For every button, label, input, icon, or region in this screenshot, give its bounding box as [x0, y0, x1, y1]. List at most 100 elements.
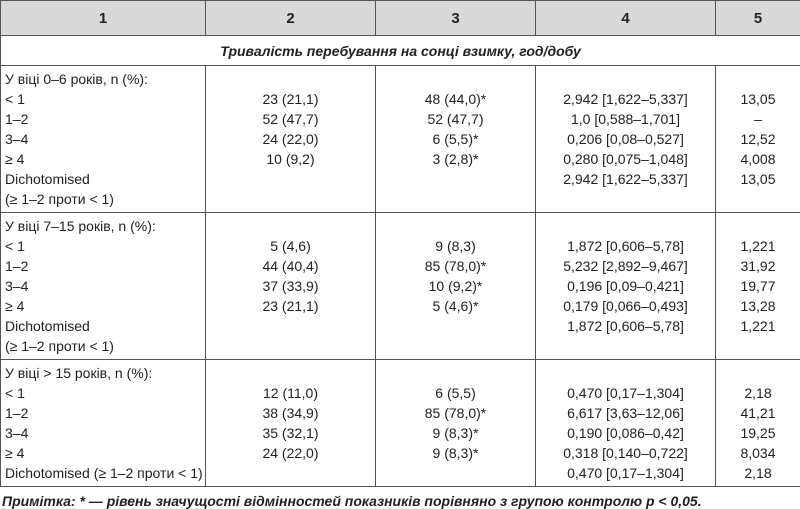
cell-value: 1,0 [0,588–1,701]	[540, 109, 711, 129]
row-label: < 1	[5, 236, 201, 256]
row-label: 3–4	[5, 276, 201, 296]
header-cell: 1	[1, 1, 206, 36]
row-label: Dichotomised (≥ 1–2 проти < 1)	[5, 463, 201, 483]
row-label: 3–4	[5, 129, 201, 149]
blank-line	[210, 316, 371, 336]
cell-value: 5 (4,6)*	[380, 296, 531, 316]
cell-value: 10 (9,2)*	[380, 276, 531, 296]
row-label: ≥ 4	[5, 296, 201, 316]
cell-value: 3 (2,8)*	[380, 149, 531, 169]
blank-line	[720, 216, 796, 236]
cell-value: 24 (22,0)	[210, 129, 371, 149]
cell-value: 4,008	[720, 149, 796, 169]
cell-value: 19,25	[720, 423, 796, 443]
group-title: У віці 7–15 років, n (%):	[5, 216, 201, 236]
blank-line	[540, 69, 711, 89]
cell-value: 6,617 [3,63–12,06]	[540, 403, 711, 423]
blank-line	[380, 336, 531, 356]
cell-value: 1,872 [0,606–5,78]	[540, 236, 711, 256]
cell-value: –	[720, 109, 796, 129]
cell-value: 0,470 [0,17–1,304]	[540, 383, 711, 403]
cell-value: 35 (32,1)	[210, 423, 371, 443]
cell-value: 0,206 [0,08–0,527]	[540, 129, 711, 149]
blank-line	[380, 363, 531, 383]
blank-line	[210, 336, 371, 356]
row-label: Dichotomised	[5, 316, 201, 336]
cell-value: 2,18	[720, 463, 796, 483]
section-row: Тривалість перебування на сонці взимку, …	[1, 36, 800, 66]
cell-value: 85 (78,0)*	[380, 403, 531, 423]
cell-value: 13,05	[720, 169, 796, 189]
cell-value: 12 (11,0)	[210, 383, 371, 403]
cell-value: 1,221	[720, 316, 796, 336]
blank-line	[210, 463, 371, 483]
blank-line	[720, 363, 796, 383]
value-cell: 23 (21,1)52 (47,7)24 (22,0)10 (9,2)	[206, 66, 376, 213]
cell-value: 19,77	[720, 276, 796, 296]
footnote: Примітка: * — рівень значущості відмінно…	[0, 487, 800, 509]
cell-value: 0,470 [0,17–1,304]	[540, 463, 711, 483]
row-label: (≥ 1–2 проти < 1)	[5, 189, 201, 209]
cell-value: 5 (4,6)	[210, 236, 371, 256]
cell-value: 38 (34,9)	[210, 403, 371, 423]
group-title: У віці 0–6 років, n (%):	[5, 69, 201, 89]
value-cell: 9 (8,3)85 (78,0)*10 (9,2)*5 (4,6)*	[376, 213, 536, 360]
cell-value: 13,05	[720, 89, 796, 109]
value-cell: 5 (4,6)44 (40,4)37 (33,9)23 (21,1)	[206, 213, 376, 360]
cell-value: 0,318 [0,140–0,722]	[540, 443, 711, 463]
value-cell: 2,942 [1,622–5,337]1,0 [0,588–1,701]0,20…	[536, 66, 716, 213]
cell-value: 0,196 [0,09–0,421]	[540, 276, 711, 296]
blank-line	[210, 189, 371, 209]
cell-value: 8,034	[720, 443, 796, 463]
cell-value: 1,872 [0,606–5,78]	[540, 316, 711, 336]
row-label: ≥ 4	[5, 149, 201, 169]
row-label: < 1	[5, 383, 201, 403]
blank-line	[720, 189, 796, 209]
cell-value: 6 (5,5)*	[380, 129, 531, 149]
header-cell: 3	[376, 1, 536, 36]
cell-value: 2,942 [1,622–5,337]	[540, 89, 711, 109]
row-label: < 1	[5, 89, 201, 109]
blank-line	[380, 463, 531, 483]
value-cell: 48 (44,0)*52 (47,7)6 (5,5)*3 (2,8)*	[376, 66, 536, 213]
blank-line	[380, 189, 531, 209]
cell-value: 9 (8,3)	[380, 236, 531, 256]
cell-value: 5,232 [2,892–9,467]	[540, 256, 711, 276]
header-cell: 4	[536, 1, 716, 36]
blank-line	[210, 363, 371, 383]
blank-line	[720, 336, 796, 356]
row-label: 3–4	[5, 423, 201, 443]
blank-line	[540, 336, 711, 356]
row-label: 1–2	[5, 403, 201, 423]
cell-value: 41,21	[720, 403, 796, 423]
cell-value: 2,18	[720, 383, 796, 403]
value-cell: 1,872 [0,606–5,78]5,232 [2,892–9,467]0,1…	[536, 213, 716, 360]
cell-value: 37 (33,9)	[210, 276, 371, 296]
cell-value: 23 (21,1)	[210, 296, 371, 316]
value-cell: 12 (11,0)38 (34,9)35 (32,1)24 (22,0)	[206, 360, 376, 487]
cell-value: 48 (44,0)*	[380, 89, 531, 109]
blank-line	[540, 189, 711, 209]
blank-line	[380, 169, 531, 189]
cell-value: 9 (8,3)*	[380, 423, 531, 443]
row-label: (≥ 1–2 проти < 1)	[5, 336, 201, 356]
cell-value: 52 (47,7)	[210, 109, 371, 129]
cell-value: 85 (78,0)*	[380, 256, 531, 276]
blank-line	[380, 316, 531, 336]
blank-line	[540, 216, 711, 236]
row-label: 1–2	[5, 109, 201, 129]
blank-line	[540, 363, 711, 383]
blank-line	[210, 216, 371, 236]
blank-line	[210, 169, 371, 189]
